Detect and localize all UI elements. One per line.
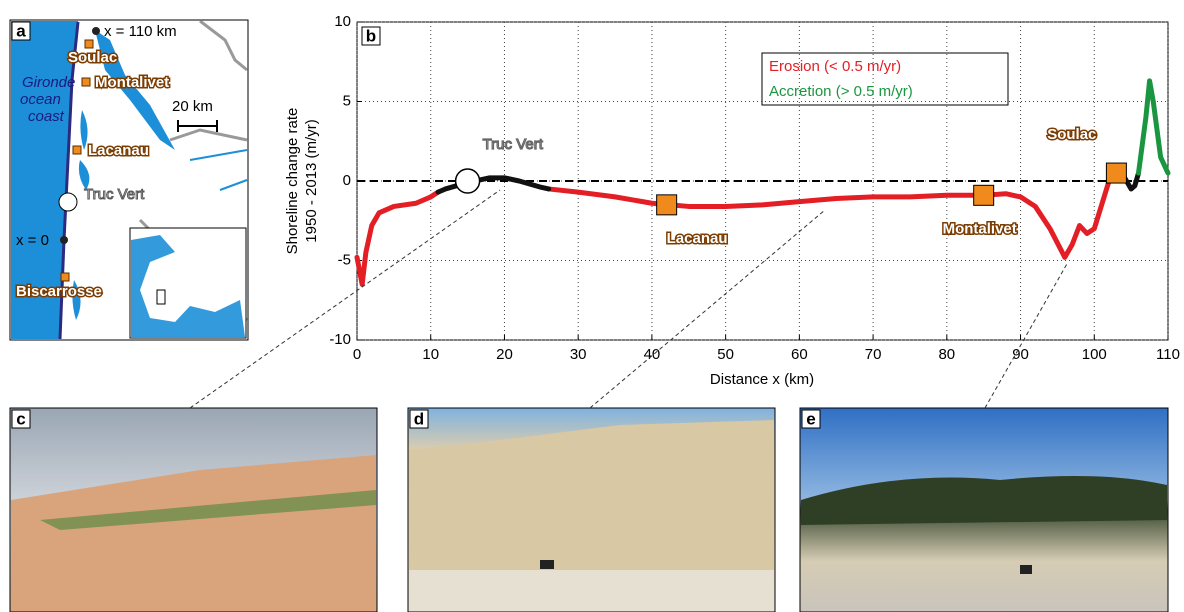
y-axis-label: Shoreline change rate xyxy=(284,108,301,255)
inset-box xyxy=(156,289,166,305)
beach xyxy=(409,570,774,611)
x-axis-label: Distance x (km) xyxy=(710,371,814,388)
panel-label: a xyxy=(16,21,26,40)
x-tick-label: 80 xyxy=(938,346,955,363)
x-end-point xyxy=(92,27,100,35)
panel-box xyxy=(11,21,31,41)
site-label: Montalivet xyxy=(943,220,1017,237)
x-tick-label: 10 xyxy=(422,346,439,363)
panel-box xyxy=(11,409,31,429)
x-tick-label: 20 xyxy=(496,346,513,363)
rivers xyxy=(189,149,248,191)
y-tick-label: 10 xyxy=(334,13,351,30)
map-label: ocean xyxy=(20,91,61,108)
x-start-point xyxy=(60,236,68,244)
x-tick-label: 90 xyxy=(1012,346,1029,363)
site-marker xyxy=(454,168,481,194)
legend-box xyxy=(761,52,1009,106)
site-label: Lacanau xyxy=(667,230,728,247)
panel-box xyxy=(361,26,381,46)
map-label: Soulac xyxy=(68,49,117,66)
legend-entry: Erosion (< 0.5 m/yr) xyxy=(769,58,901,75)
y-tick-label: -5 xyxy=(338,251,351,268)
map-label: Montalivet xyxy=(95,74,169,91)
x-tick-label: 0 xyxy=(353,346,361,363)
truc-vert-marker xyxy=(58,192,78,212)
map-label: Biscarrosse xyxy=(16,283,102,300)
leader-lines xyxy=(189,189,1069,409)
estuary xyxy=(95,30,175,150)
dune xyxy=(409,420,774,570)
site-label: Soulac xyxy=(1047,126,1096,143)
y-tick-label: -10 xyxy=(329,331,351,348)
panel-box xyxy=(801,409,821,429)
site-marker xyxy=(656,194,678,216)
panel-label: e xyxy=(806,409,815,428)
inset-sea xyxy=(131,235,245,337)
photo-panels: c d e xyxy=(9,407,1169,612)
vehicle xyxy=(1020,565,1032,574)
map-label: Gironde xyxy=(22,74,75,91)
dune xyxy=(11,455,376,611)
y-tick-label: 5 xyxy=(343,92,351,109)
panel-box xyxy=(409,409,429,429)
site-square xyxy=(81,77,91,87)
map-label: x = 110 km xyxy=(104,23,177,40)
panel-label: b xyxy=(366,26,376,45)
data-line xyxy=(1136,78,1171,176)
site-marker xyxy=(973,184,995,206)
chart-panel: b Distance x (km) Shoreline change rate … xyxy=(284,13,1180,388)
data-line xyxy=(354,170,1127,287)
panel-label: c xyxy=(16,409,25,428)
lakes xyxy=(72,110,90,320)
site-square xyxy=(84,39,94,49)
site-square xyxy=(60,272,70,282)
leader-line xyxy=(189,189,501,409)
panel-label: d xyxy=(414,409,424,428)
map-label: x = 0 xyxy=(16,232,49,249)
x-tick-label: 70 xyxy=(865,346,882,363)
y-axis-label: 1950 - 2013 (m/yr) xyxy=(303,119,320,242)
x-tick-label: 110 xyxy=(1156,346,1180,363)
site-square xyxy=(72,145,82,155)
map-panel: a x = 110 km Soulac Montalivet Gironde o… xyxy=(9,19,249,341)
y-tick-label: 0 xyxy=(343,172,351,189)
forest xyxy=(801,476,1167,525)
x-tick-label: 50 xyxy=(717,346,734,363)
vegetation xyxy=(40,490,376,530)
map-label: Lacanau xyxy=(88,142,149,159)
x-tick-label: 40 xyxy=(644,346,661,363)
leader-line xyxy=(589,209,826,409)
site-marker xyxy=(1105,162,1127,184)
data-line xyxy=(435,170,1142,195)
legend-entry: Accretion (> 0.5 m/yr) xyxy=(769,83,913,100)
map-label: Truc Vert xyxy=(84,186,145,203)
x-tick-label: 60 xyxy=(791,346,808,363)
vehicle xyxy=(540,560,554,569)
x-tick-label: 30 xyxy=(570,346,587,363)
map-label: 20 km xyxy=(172,98,213,115)
map-label: coast xyxy=(28,108,65,125)
x-tick-label: 100 xyxy=(1082,346,1107,363)
ocean xyxy=(11,21,78,339)
scale-bar xyxy=(177,120,218,132)
site-label: Truc Vert xyxy=(483,136,544,153)
